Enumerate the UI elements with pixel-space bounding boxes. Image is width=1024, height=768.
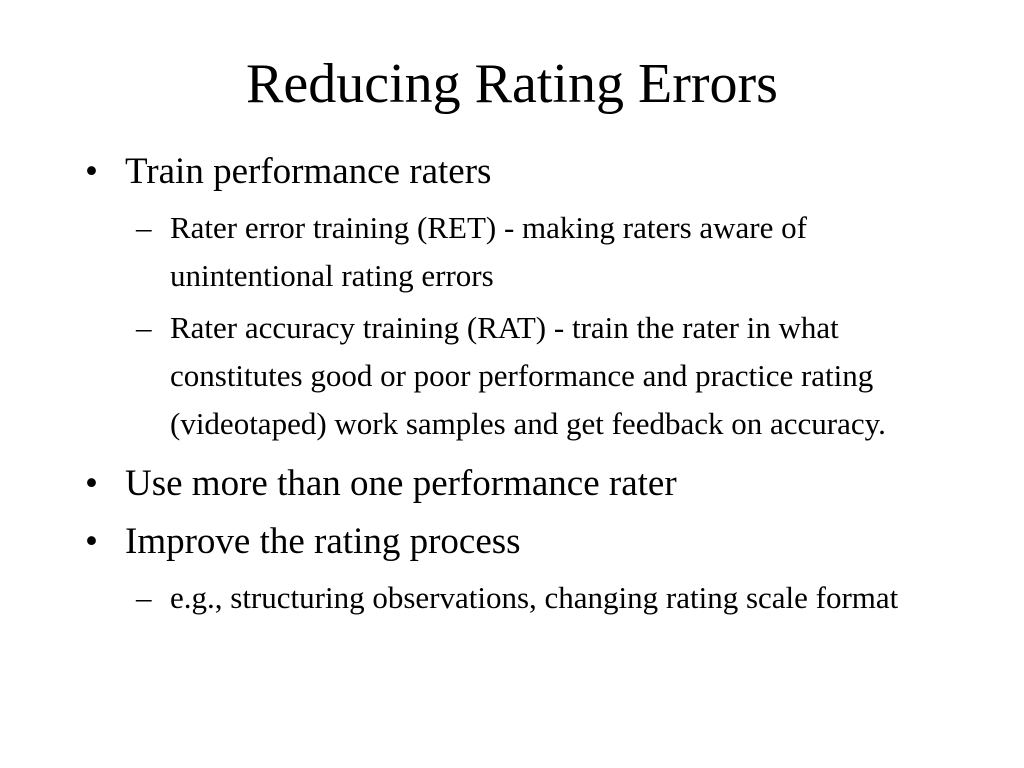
sub-bullet-ret: – Rater error training (RET) - making ra…: [133, 204, 920, 300]
sub-bullet-structuring: – e.g., structuring observations, changi…: [133, 574, 920, 622]
dash-marker: –: [136, 580, 152, 615]
slide-title: Reducing Rating Errors: [246, 53, 778, 115]
sub-bullet-text: Rater accuracy training (RAT) - train th…: [170, 310, 886, 441]
bullet-text: Use more than one performance rater: [125, 463, 677, 504]
bullet-text: Improve the rating process: [125, 521, 521, 562]
bullet-more-raters: • Use more than one performance rater: [85, 462, 945, 506]
sub-bullets-improve-process: – e.g., structuring observations, changi…: [133, 574, 945, 622]
sub-bullet-rat: – Rater accuracy training (RAT) - train …: [133, 304, 920, 448]
bullet-improve-process: • Improve the rating process: [85, 520, 945, 564]
bullet-train-raters: • Train performance raters: [85, 150, 945, 194]
sub-bullets-train-raters: – Rater error training (RET) - making ra…: [133, 204, 945, 448]
sub-bullet-text: Rater error training (RET) - making rate…: [170, 210, 807, 293]
dash-marker: –: [136, 310, 152, 345]
bullet-marker: •: [85, 463, 98, 504]
dash-marker: –: [136, 210, 152, 245]
sub-bullet-text: e.g., structuring observations, changing…: [170, 580, 899, 615]
bullet-marker: •: [85, 151, 98, 192]
bullet-text: Train performance raters: [125, 151, 492, 192]
slide-content: • Train performance raters – Rater error…: [85, 150, 945, 622]
bullet-marker: •: [85, 521, 98, 562]
